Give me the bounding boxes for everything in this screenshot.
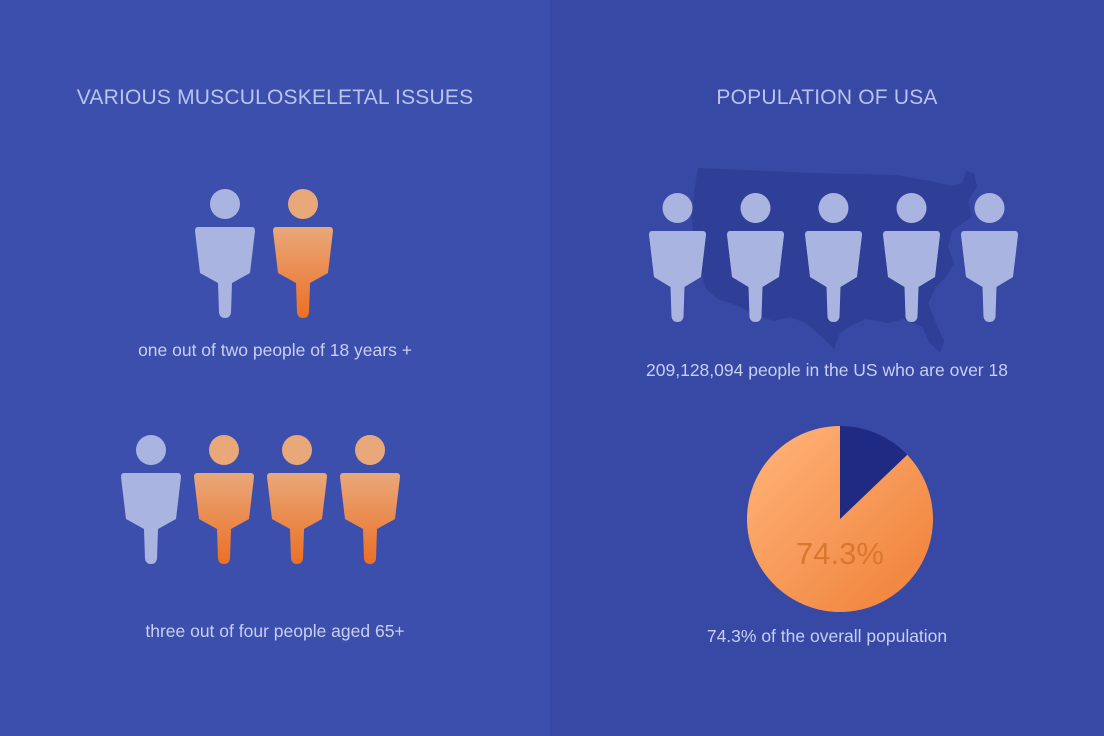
- person-icon: [961, 193, 1018, 322]
- pie-caption: 74.3% of the overall population: [706, 626, 948, 646]
- person-icon: [805, 193, 862, 322]
- pie-value-label: 74.3%: [796, 536, 884, 571]
- pictograph-18-plus: [195, 189, 333, 318]
- pictograph-usa-adults: [649, 193, 1018, 322]
- caption-usa-adults: 209,128,094 people in the US who are ove…: [646, 360, 1008, 380]
- person-icon-highlighted: [194, 435, 254, 564]
- person-icon: [195, 189, 255, 318]
- person-icon-highlighted: [273, 189, 333, 318]
- person-icon: [883, 193, 940, 322]
- person-icon-highlighted: [267, 435, 327, 564]
- pie-slice-remainder: [840, 426, 908, 519]
- caption-18-plus: one out of two people of 18 years +: [138, 340, 412, 360]
- right-title: POPULATION OF USA: [716, 86, 938, 109]
- left-panel: VARIOUS MUSCULOSKELETAL ISSUES one out o…: [0, 0, 550, 736]
- caption-65-plus: three out of four people aged 65+: [145, 621, 405, 641]
- person-icon: [727, 193, 784, 322]
- right-panel: POPULATION OF USA 209,128,094 people in …: [550, 0, 1104, 736]
- person-icon-highlighted: [340, 435, 400, 564]
- left-title: VARIOUS MUSCULOSKELETAL ISSUES: [76, 86, 474, 109]
- person-icon: [121, 435, 181, 564]
- pie-chart: 74.3%: [745, 424, 935, 619]
- person-icon: [649, 193, 706, 322]
- pictograph-65-plus: [121, 435, 400, 564]
